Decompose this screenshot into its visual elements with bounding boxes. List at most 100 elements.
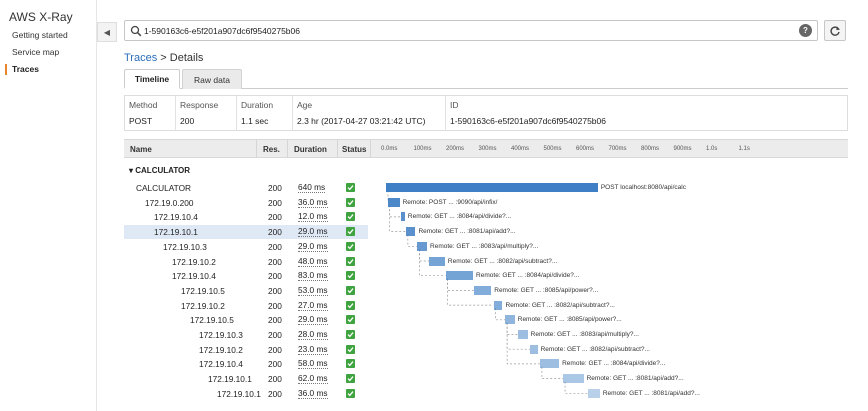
trace-row[interactable]: 172.19.10.3 200 29.0 ms (124, 240, 368, 254)
sidebar-active-indicator (5, 64, 7, 75)
breadcrumb: Traces > Details (124, 52, 203, 64)
row-response: 200 (268, 227, 282, 238)
trace-row[interactable]: 172.19.10.1 200 36.0 ms (124, 387, 368, 401)
status-ok-icon (346, 183, 355, 192)
trace-row[interactable]: CALCULATOR 200 640 ms (124, 181, 368, 195)
span-bar[interactable] (405, 227, 416, 237)
timeline-tick-label: 500ms (543, 146, 562, 152)
triangle-down-icon: ▾ (129, 166, 134, 175)
summary-response: Response 200 (176, 96, 237, 130)
sidebar-item-traces[interactable]: Traces (12, 64, 39, 74)
row-response: 200 (268, 256, 282, 267)
timeline-tick-label: 900ms (673, 146, 692, 152)
row-response: 200 (268, 315, 282, 326)
search-input[interactable] (144, 23, 784, 38)
status-ok-icon (346, 227, 355, 237)
span-bar[interactable] (387, 197, 400, 207)
row-duration: 58.0 ms (298, 358, 328, 370)
span-connector-line (419, 249, 446, 277)
trace-row[interactable]: 172.19.10.1 200 62.0 ms (124, 372, 368, 386)
sidebar-item-getting-started[interactable]: Getting started (12, 30, 68, 40)
sidebar-item-service-map[interactable]: Service map (12, 47, 60, 57)
trace-search-bar: ? (124, 20, 818, 41)
summary-response-value: 200 (180, 116, 195, 126)
summary-id-header: ID (450, 100, 459, 110)
span-bar[interactable] (493, 300, 503, 310)
group-label: CALCULATOR (135, 166, 191, 175)
column-res-header[interactable]: Res. (263, 145, 280, 154)
row-name: 172.19.10.1 (154, 227, 198, 238)
span-bar[interactable] (518, 330, 528, 339)
detail-tabs: Timeline Raw data (124, 69, 848, 89)
span-bar[interactable] (429, 256, 445, 266)
span-bar[interactable] (400, 212, 405, 222)
row-duration: 640 ms (298, 182, 326, 193)
breadcrumb-current: Details (169, 52, 204, 64)
column-divider (287, 140, 288, 157)
row-name: 172.19.10.3 (199, 330, 243, 340)
span-label: Remote: GET ... :8081/api/add?... (418, 228, 516, 236)
status-ok-icon (346, 359, 355, 369)
summary-response-header: Response (180, 100, 219, 110)
span-connector-line (447, 278, 494, 306)
span-bar[interactable] (417, 241, 428, 251)
span-label: Remote: GET ... :8083/api/multiply?... (530, 331, 639, 338)
span-bar[interactable] (563, 374, 584, 384)
trace-summary: Method POST Response 200 Duration 1.1 se… (124, 95, 848, 131)
timeline-header: Name Res. Duration Status 0.0ms 100ms 200m… (124, 139, 848, 158)
group-heading[interactable]: ▾ CALCULATOR (129, 166, 190, 175)
trace-row[interactable]: 172.19.10.2 200 48.0 ms (124, 255, 368, 269)
triangle-left-icon: ◀ (103, 27, 111, 37)
trace-row[interactable]: 172.19.10.1 200 29.0 ms (124, 225, 368, 240)
span-label: Remote: GET ... :8082/api/subtract?... (540, 345, 650, 353)
span-connector-line (564, 381, 588, 394)
trace-row[interactable]: 172.19.0.200 200 36.0 ms (124, 196, 368, 210)
help-icon[interactable]: ? (799, 24, 812, 37)
span-bar[interactable] (529, 344, 538, 354)
trace-row[interactable]: 172.19.10.5 200 29.0 ms (124, 313, 368, 327)
status-ok-icon (346, 241, 355, 251)
span-connector-line (419, 249, 430, 262)
trace-row[interactable]: 172.19.10.4 200 83.0 ms (124, 269, 368, 283)
tab-raw-data[interactable]: Raw data (182, 69, 242, 89)
row-name: 172.19.10.4 (199, 359, 243, 370)
span-connector-line (447, 278, 474, 291)
breadcrumb-traces-link[interactable]: Traces (124, 52, 158, 64)
column-name-header[interactable]: Name (130, 145, 152, 154)
column-duration-header[interactable]: Duration (294, 145, 327, 154)
trace-row[interactable]: 172.19.10.3 200 28.0 ms (124, 328, 368, 342)
status-ok-icon (346, 388, 355, 398)
row-name: 172.19.10.4 (172, 271, 216, 282)
span-label: Remote: GET ... :8083/api/multiply?... (430, 242, 539, 250)
trace-row[interactable]: 172.19.10.2 200 27.0 ms (124, 299, 368, 313)
tab-timeline[interactable]: Timeline (124, 69, 180, 89)
trace-row[interactable]: 172.19.10.4 200 58.0 ms (124, 357, 368, 371)
timeline-tick-label: 800ms (641, 146, 660, 152)
search-icon (130, 25, 142, 37)
summary-id: ID 1-590163c6-e5f201a907dc6f9540275b06 (446, 96, 847, 130)
span-bar[interactable] (505, 315, 515, 325)
timeline-tick-label: 200ms (446, 146, 465, 152)
row-response: 200 (268, 285, 282, 296)
column-status-header[interactable]: Status (342, 145, 367, 154)
row-duration: 53.0 ms (298, 284, 328, 296)
trace-row[interactable]: 172.19.10.4 200 12.0 ms (124, 210, 368, 224)
span-bar[interactable] (473, 285, 492, 295)
span-bar[interactable] (445, 271, 474, 281)
span-label: Remote: GET ... :8084/api/divide?... (407, 213, 512, 221)
span-connector-line (541, 366, 564, 379)
span-bar[interactable] (539, 359, 560, 369)
row-response: 200 (268, 197, 282, 208)
refresh-button[interactable] (824, 20, 846, 41)
trace-row[interactable]: 172.19.10.5 200 53.0 ms (124, 284, 368, 298)
span-bar[interactable] (386, 183, 598, 192)
span-label: Remote: GET ... :8085/api/power?... (517, 316, 622, 324)
row-name: 172.19.10.1 (217, 388, 261, 399)
span-bar[interactable] (587, 388, 600, 398)
status-ok-icon (346, 197, 355, 207)
trace-row[interactable]: 172.19.10.2 200 23.0 ms (124, 343, 368, 357)
collapse-sidebar-button[interactable]: ◀ (97, 22, 117, 42)
row-response: 200 (268, 344, 282, 355)
status-ok-icon (346, 271, 355, 281)
row-name: 172.19.10.5 (181, 285, 225, 296)
